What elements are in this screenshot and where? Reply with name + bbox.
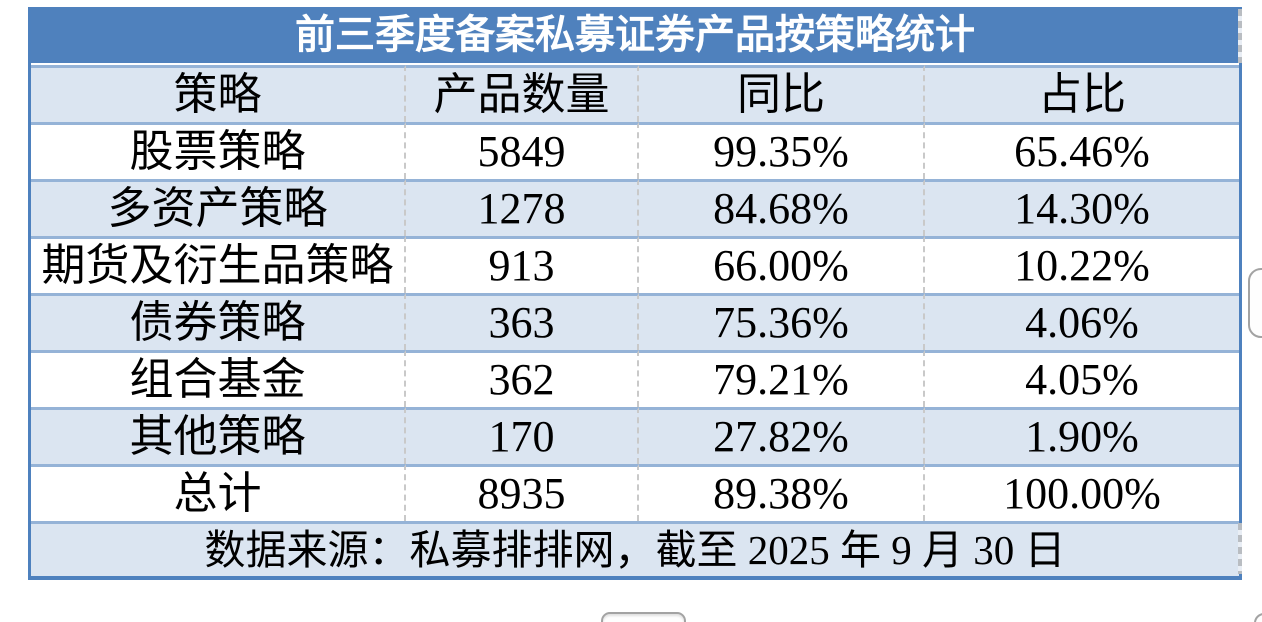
edge-control-right[interactable] <box>1248 268 1262 338</box>
cell-count: 363 <box>406 293 639 350</box>
cell-share: 65.46% <box>925 122 1239 179</box>
cell-yoy: 84.68% <box>639 179 925 236</box>
cell-count: 8935 <box>406 464 639 521</box>
cell-yoy: 89.38% <box>639 464 925 521</box>
cell-share: 100.00% <box>925 464 1239 521</box>
table-row: 债券策略 363 75.36% 4.06% <box>31 293 1239 350</box>
cell-strategy: 组合基金 <box>31 350 406 407</box>
cell-share: 14.30% <box>925 179 1239 236</box>
table-footer-row: 数据来源：私募排排网，截至 2025 年 9 月 30 日 <box>31 521 1242 576</box>
cell-strategy: 股票策略 <box>31 122 406 179</box>
data-source-note: 数据来源：私募排排网，截至 2025 年 9 月 30 日 <box>31 521 1239 576</box>
table-row: 组合基金 362 79.21% 4.05% <box>31 350 1239 407</box>
cell-share: 1.90% <box>925 407 1239 464</box>
column-header-share: 占比 <box>925 65 1239 122</box>
table-row: 总计 8935 89.38% 100.00% <box>31 464 1239 521</box>
cell-share: 4.06% <box>925 293 1239 350</box>
edge-control-bottom[interactable] <box>601 612 686 622</box>
cell-count: 1278 <box>406 179 639 236</box>
column-header-strategy: 策略 <box>31 65 406 122</box>
table-row: 其他策略 170 27.82% 1.90% <box>31 407 1239 464</box>
table-title-row: 前三季度备案私募证券产品按策略统计 <box>31 7 1242 65</box>
cell-count: 170 <box>406 407 639 464</box>
column-header-yoy: 同比 <box>639 65 925 122</box>
strategy-statistics-table: 前三季度备案私募证券产品按策略统计 策略 产品数量 同比 占比 股票策略 5849… <box>28 7 1242 580</box>
cell-yoy: 27.82% <box>639 407 925 464</box>
cell-count: 913 <box>406 236 639 293</box>
table-row: 多资产策略 1278 84.68% 14.30% <box>31 179 1239 236</box>
cell-count: 5849 <box>406 122 639 179</box>
cell-yoy: 75.36% <box>639 293 925 350</box>
table-row: 股票策略 5849 99.35% 65.46% <box>31 122 1239 179</box>
cell-share: 4.05% <box>925 350 1239 407</box>
edge-control-corner[interactable] <box>1254 613 1262 622</box>
table-body: 股票策略 5849 99.35% 65.46% 多资产策略 1278 84.68% 14.30… <box>31 122 1239 521</box>
cell-yoy: 66.00% <box>639 236 925 293</box>
title-right-dashed-border <box>1238 9 1242 63</box>
cell-strategy: 多资产策略 <box>31 179 406 236</box>
cell-strategy: 期货及衍生品策略 <box>31 236 406 293</box>
cell-strategy: 债券策略 <box>31 293 406 350</box>
table-row: 期货及衍生品策略 913 66.00% 10.22% <box>31 236 1239 293</box>
table-header-row: 策略 产品数量 同比 占比 <box>31 65 1239 122</box>
cell-count: 362 <box>406 350 639 407</box>
cell-strategy: 其他策略 <box>31 407 406 464</box>
cell-yoy: 99.35% <box>639 122 925 179</box>
cell-yoy: 79.21% <box>639 350 925 407</box>
cell-share: 10.22% <box>925 236 1239 293</box>
cell-strategy: 总计 <box>31 464 406 521</box>
footer-right-dashed-border <box>1238 523 1242 574</box>
column-header-product-count: 产品数量 <box>406 65 639 122</box>
table-title: 前三季度备案私募证券产品按策略统计 <box>31 7 1239 65</box>
